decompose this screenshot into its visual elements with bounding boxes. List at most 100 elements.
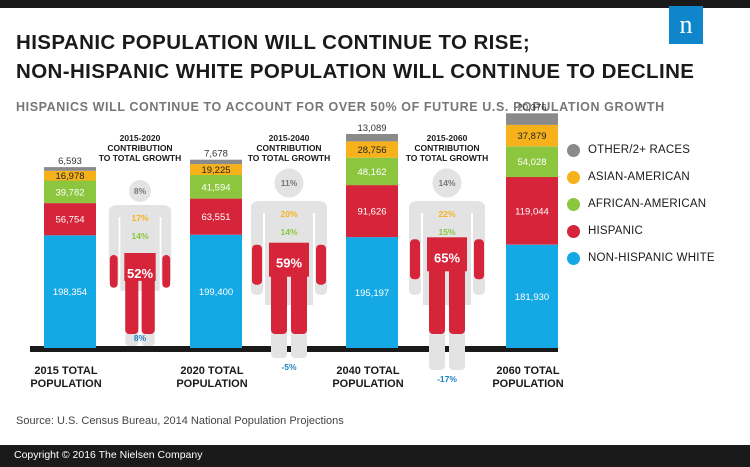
person-hispanic-left-arm-2 <box>410 239 420 280</box>
contribution-label-hispanic-0: 52% <box>127 266 153 281</box>
contribution-header-0-line2: CONTRIBUTION <box>107 143 172 153</box>
x-axis-label-0-line2: POPULATION <box>30 378 101 390</box>
person-hispanic-left-leg-2 <box>429 257 445 334</box>
contribution-header-2-line2: CONTRIBUTION <box>414 143 479 153</box>
person-hispanic-left-leg-0 <box>125 273 139 334</box>
bar-asian-3 <box>506 124 558 147</box>
contribution-header-2-line1: 2015-2060 <box>427 133 468 143</box>
person-head-0 <box>129 180 151 202</box>
bar-other-2 <box>346 134 398 142</box>
nielsen-logo: n <box>669 6 703 44</box>
contribution-header-0-line1: 2015-2020 <box>120 133 161 143</box>
legend-label-african: AFRICAN-AMERICAN <box>588 198 707 210</box>
bar-label-white-1: 199,400 <box>199 287 233 298</box>
contribution-label-african-1: 14% <box>280 227 297 237</box>
bar-label-african-2: 48,162 <box>357 167 386 178</box>
legend-swatch-hispanic <box>567 225 580 238</box>
contribution-label-other-1: 11% <box>281 178 298 188</box>
bar-african-3 <box>506 146 558 178</box>
bar-african-0 <box>44 180 96 204</box>
person-hispanic-right-arm-2 <box>474 239 484 280</box>
bar-asian-2 <box>346 141 398 158</box>
bar-label-asian-3: 37,879 <box>517 131 546 142</box>
bar-label-asian-2: 28,756 <box>357 145 386 156</box>
bar-african-2 <box>346 157 398 186</box>
bar-other-0 <box>44 167 96 171</box>
bar-label-other-2: 13,089 <box>357 123 386 134</box>
person-hispanic-right-leg-2 <box>449 257 465 334</box>
bar-label-white-2: 195,197 <box>355 288 389 299</box>
legend-label-hispanic: HISPANIC <box>588 225 644 237</box>
chart-title-line-2: NON-HISPANIC WHITE POPULATION WILL CONTI… <box>16 60 695 83</box>
contribution-label-asian-0: 17% <box>131 213 148 223</box>
top-bar <box>0 0 750 8</box>
person-hispanic-left-leg-1 <box>271 262 287 334</box>
bar-label-white-0: 198,354 <box>53 287 87 298</box>
bar-label-asian-0: 16,978 <box>55 171 84 182</box>
contribution-label-asian-2: 22% <box>438 209 455 219</box>
bar-african-1 <box>190 175 242 199</box>
bar-hispanic-0 <box>44 203 96 236</box>
person-hispanic-left-arm-1 <box>252 244 262 285</box>
legend-swatch-asian <box>567 171 580 184</box>
bar-label-african-0: 39,782 <box>55 187 84 198</box>
bar-label-hispanic-0: 56,754 <box>55 215 84 226</box>
contribution-header-1-line3: TO TOTAL GROWTH <box>248 153 330 163</box>
bar-white-3 <box>506 244 558 348</box>
person-head-1 <box>274 168 304 198</box>
x-axis-label-3-line1: 2060 TOTAL <box>496 365 559 377</box>
contribution-label-african-2: 15% <box>438 227 455 237</box>
person-hispanic-right-arm-1 <box>316 244 326 285</box>
bar-white-2 <box>346 237 398 348</box>
bar-label-other-3: 20,376 <box>517 102 546 113</box>
x-axis-label-3-line2: POPULATION <box>492 378 563 390</box>
bar-label-other-0: 6,593 <box>58 156 82 167</box>
contribution-header-2-line3: TO TOTAL GROWTH <box>406 153 488 163</box>
x-axis-label-1-line2: POPULATION <box>176 378 247 390</box>
bar-label-other-1: 7,678 <box>204 149 228 160</box>
bar-hispanic-3 <box>506 177 558 245</box>
contribution-label-hispanic-2: 65% <box>434 250 460 265</box>
bar-label-african-1: 41,594 <box>201 182 230 193</box>
contribution-label-asian-1: 20% <box>280 209 297 219</box>
person-figure-1 <box>251 168 327 358</box>
bar-asian-0 <box>44 170 96 181</box>
legend-label-asian: ASIAN-AMERICAN <box>588 171 690 183</box>
bar-white-0 <box>44 235 96 348</box>
bar-label-hispanic-1: 63,551 <box>201 212 230 223</box>
contribution-label-hispanic-1: 59% <box>276 256 302 271</box>
bar-label-hispanic-3: 119,044 <box>515 206 549 217</box>
bar-white-1 <box>190 234 242 348</box>
contribution-label-other-2: 14% <box>438 178 455 188</box>
person-head-2 <box>432 168 462 198</box>
x-axis-label-0-line1: 2015 TOTAL <box>34 365 97 377</box>
legend-swatch-other <box>567 144 580 157</box>
contribution-label-white-1: -5% <box>281 362 297 372</box>
contribution-label-white-0: 8% <box>134 333 147 343</box>
bar-label-hispanic-2: 91,626 <box>357 207 386 218</box>
person-hispanic-right-arm-0 <box>162 255 171 288</box>
x-axis-label-1-line1: 2020 TOTAL <box>180 365 243 377</box>
bar-hispanic-2 <box>346 185 398 238</box>
bar-hispanic-1 <box>190 198 242 235</box>
chart-subtitle: HISPANICS WILL CONTINUE TO ACCOUNT FOR O… <box>16 100 665 114</box>
footer-bar: Copyright © 2016 The Nielsen Company <box>0 445 750 467</box>
legend-swatch-white <box>567 252 580 265</box>
bar-label-asian-1: 19,225 <box>201 165 230 176</box>
contribution-header-1-line2: CONTRIBUTION <box>256 143 321 153</box>
contribution-header-0-line3: TO TOTAL GROWTH <box>99 153 181 163</box>
bar-other-1 <box>190 159 242 165</box>
x-axis-label-2-line2: POPULATION <box>332 378 403 390</box>
bar-label-african-3: 54,028 <box>517 157 546 168</box>
source-note: Source: U.S. Census Bureau, 2014 Nationa… <box>16 415 344 427</box>
person-hispanic-left-arm-0 <box>109 255 118 288</box>
contribution-label-african-0: 14% <box>131 231 148 241</box>
legend-swatch-african <box>567 198 580 211</box>
legend-label-white: NON-HISPANIC WHITE <box>588 252 715 264</box>
bar-other-3 <box>506 113 558 125</box>
person-figure-2 <box>409 168 485 370</box>
legend-label-other: OTHER/2+ RACES <box>588 144 691 156</box>
chart-title-line-1: HISPANIC POPULATION WILL CONTINUE TO RIS… <box>16 31 531 54</box>
x-axis-label-2-line1: 2040 TOTAL <box>336 365 399 377</box>
